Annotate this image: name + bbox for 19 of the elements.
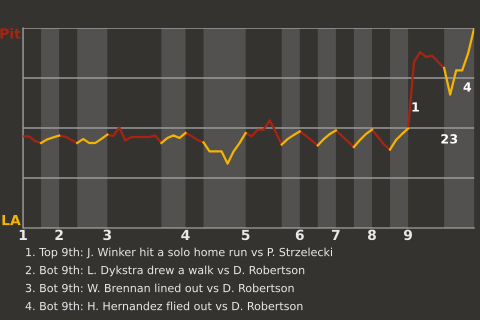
x-tick-label: 8	[368, 230, 376, 240]
x-tick-label: 7	[332, 230, 340, 240]
text: Pit	[0, 28, 20, 39]
text: LA	[2, 214, 21, 226]
annotation: 4	[464, 82, 472, 92]
text: 1. Top 9th: J. Winker hit a solo home run vs P. Strzelecki	[26, 248, 332, 258]
x-tick-label: 6	[296, 230, 304, 240]
x-tick-label: 9	[404, 230, 412, 240]
x-tick-label: 4	[181, 230, 190, 240]
annotation: 3	[450, 134, 458, 144]
text: 3. Bot 9th: W. Brennan lined out vs D. Robertson	[26, 284, 294, 292]
x-tick-label: 2	[55, 230, 63, 240]
text: 4. Bot 9th: H. Hernandez flied out vs D. Robertson	[26, 302, 302, 310]
x-tick-label: 3	[103, 230, 111, 240]
x-tick-label: 1	[20, 230, 27, 240]
annotation: 1	[412, 102, 419, 112]
text: 2. Bot 9th: L. Dykstra drew a walk vs D. Robertson	[26, 266, 304, 276]
annotation: 2	[441, 134, 448, 144]
x-tick-label: 5	[242, 230, 250, 240]
